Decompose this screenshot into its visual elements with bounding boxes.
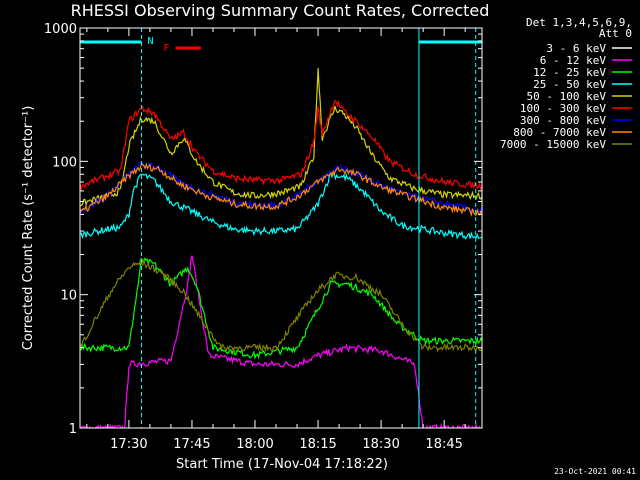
legend-label-7000-15000-kev: 7000 - 15000 keV	[500, 138, 606, 151]
legend-label-25-50-kev: 25 - 50 keV	[533, 78, 606, 91]
x-tick-label: 18:00	[236, 437, 273, 452]
series-line-25-50-kev	[80, 172, 482, 240]
x-tick-label: 17:30	[110, 437, 147, 452]
flag-f-label: F	[164, 43, 170, 54]
x-tick-label: 17:45	[173, 437, 210, 452]
legend-label-300-800-kev: 300 - 800 keV	[520, 114, 606, 127]
series-line-50-100-kev	[80, 68, 482, 207]
series-line-800-7000-kev	[80, 162, 482, 217]
y-tick-label: 100	[52, 155, 77, 170]
x-tick-label: 18:45	[425, 437, 462, 452]
series-line-12-25-kev	[80, 256, 482, 360]
series-line-100-300-kev	[80, 99, 482, 192]
series-line-6-12-kev	[80, 255, 482, 428]
y-axis-label: Corrected Count Rate (s⁻¹ detector⁻¹)	[21, 106, 36, 351]
x-axis-ticks: 17:30 17:45 18:00 18:15 18:30 18:45	[86, 28, 466, 452]
legend-header-line-2: Att 0	[599, 27, 632, 40]
y-tick-label: 1	[69, 422, 77, 437]
legend-label-100-300-kev: 100 - 300 keV	[520, 102, 606, 115]
footer-date: 23-Oct-2021 00:41	[554, 467, 636, 476]
flag-n-label: N	[148, 36, 154, 47]
legend-label-50-100-kev: 50 - 100 keV	[527, 90, 607, 103]
y-axis-ticks: 1 10 100 1000	[44, 22, 482, 437]
legend-label-6-12-kev: 6 - 12 keV	[540, 54, 607, 67]
legend-label-12-25-kev: 12 - 25 keV	[533, 66, 606, 79]
x-tick-label: 18:30	[362, 437, 399, 452]
series-line-3-6-kev	[80, 251, 482, 428]
legend-label-800-7000-kev: 800 - 7000 keV	[513, 126, 606, 139]
x-tick-label: 18:15	[299, 437, 336, 452]
y-tick-label: 10	[60, 289, 77, 304]
plot-frame	[79, 27, 483, 429]
chart-title: RHESSI Observing Summary Count Rates, Co…	[71, 1, 490, 20]
x-axis-label: Start Time (17-Nov-04 17:18:22)	[176, 457, 388, 472]
legend-header-line-1: Det 1,3,4,5,6,9,	[526, 16, 632, 29]
series-line-7000-15000-kev	[80, 257, 482, 353]
y-tick-label: 1000	[44, 22, 77, 37]
plot-area: NF	[80, 28, 482, 428]
legend-label-3-6-kev: 3 - 6 keV	[546, 42, 606, 55]
